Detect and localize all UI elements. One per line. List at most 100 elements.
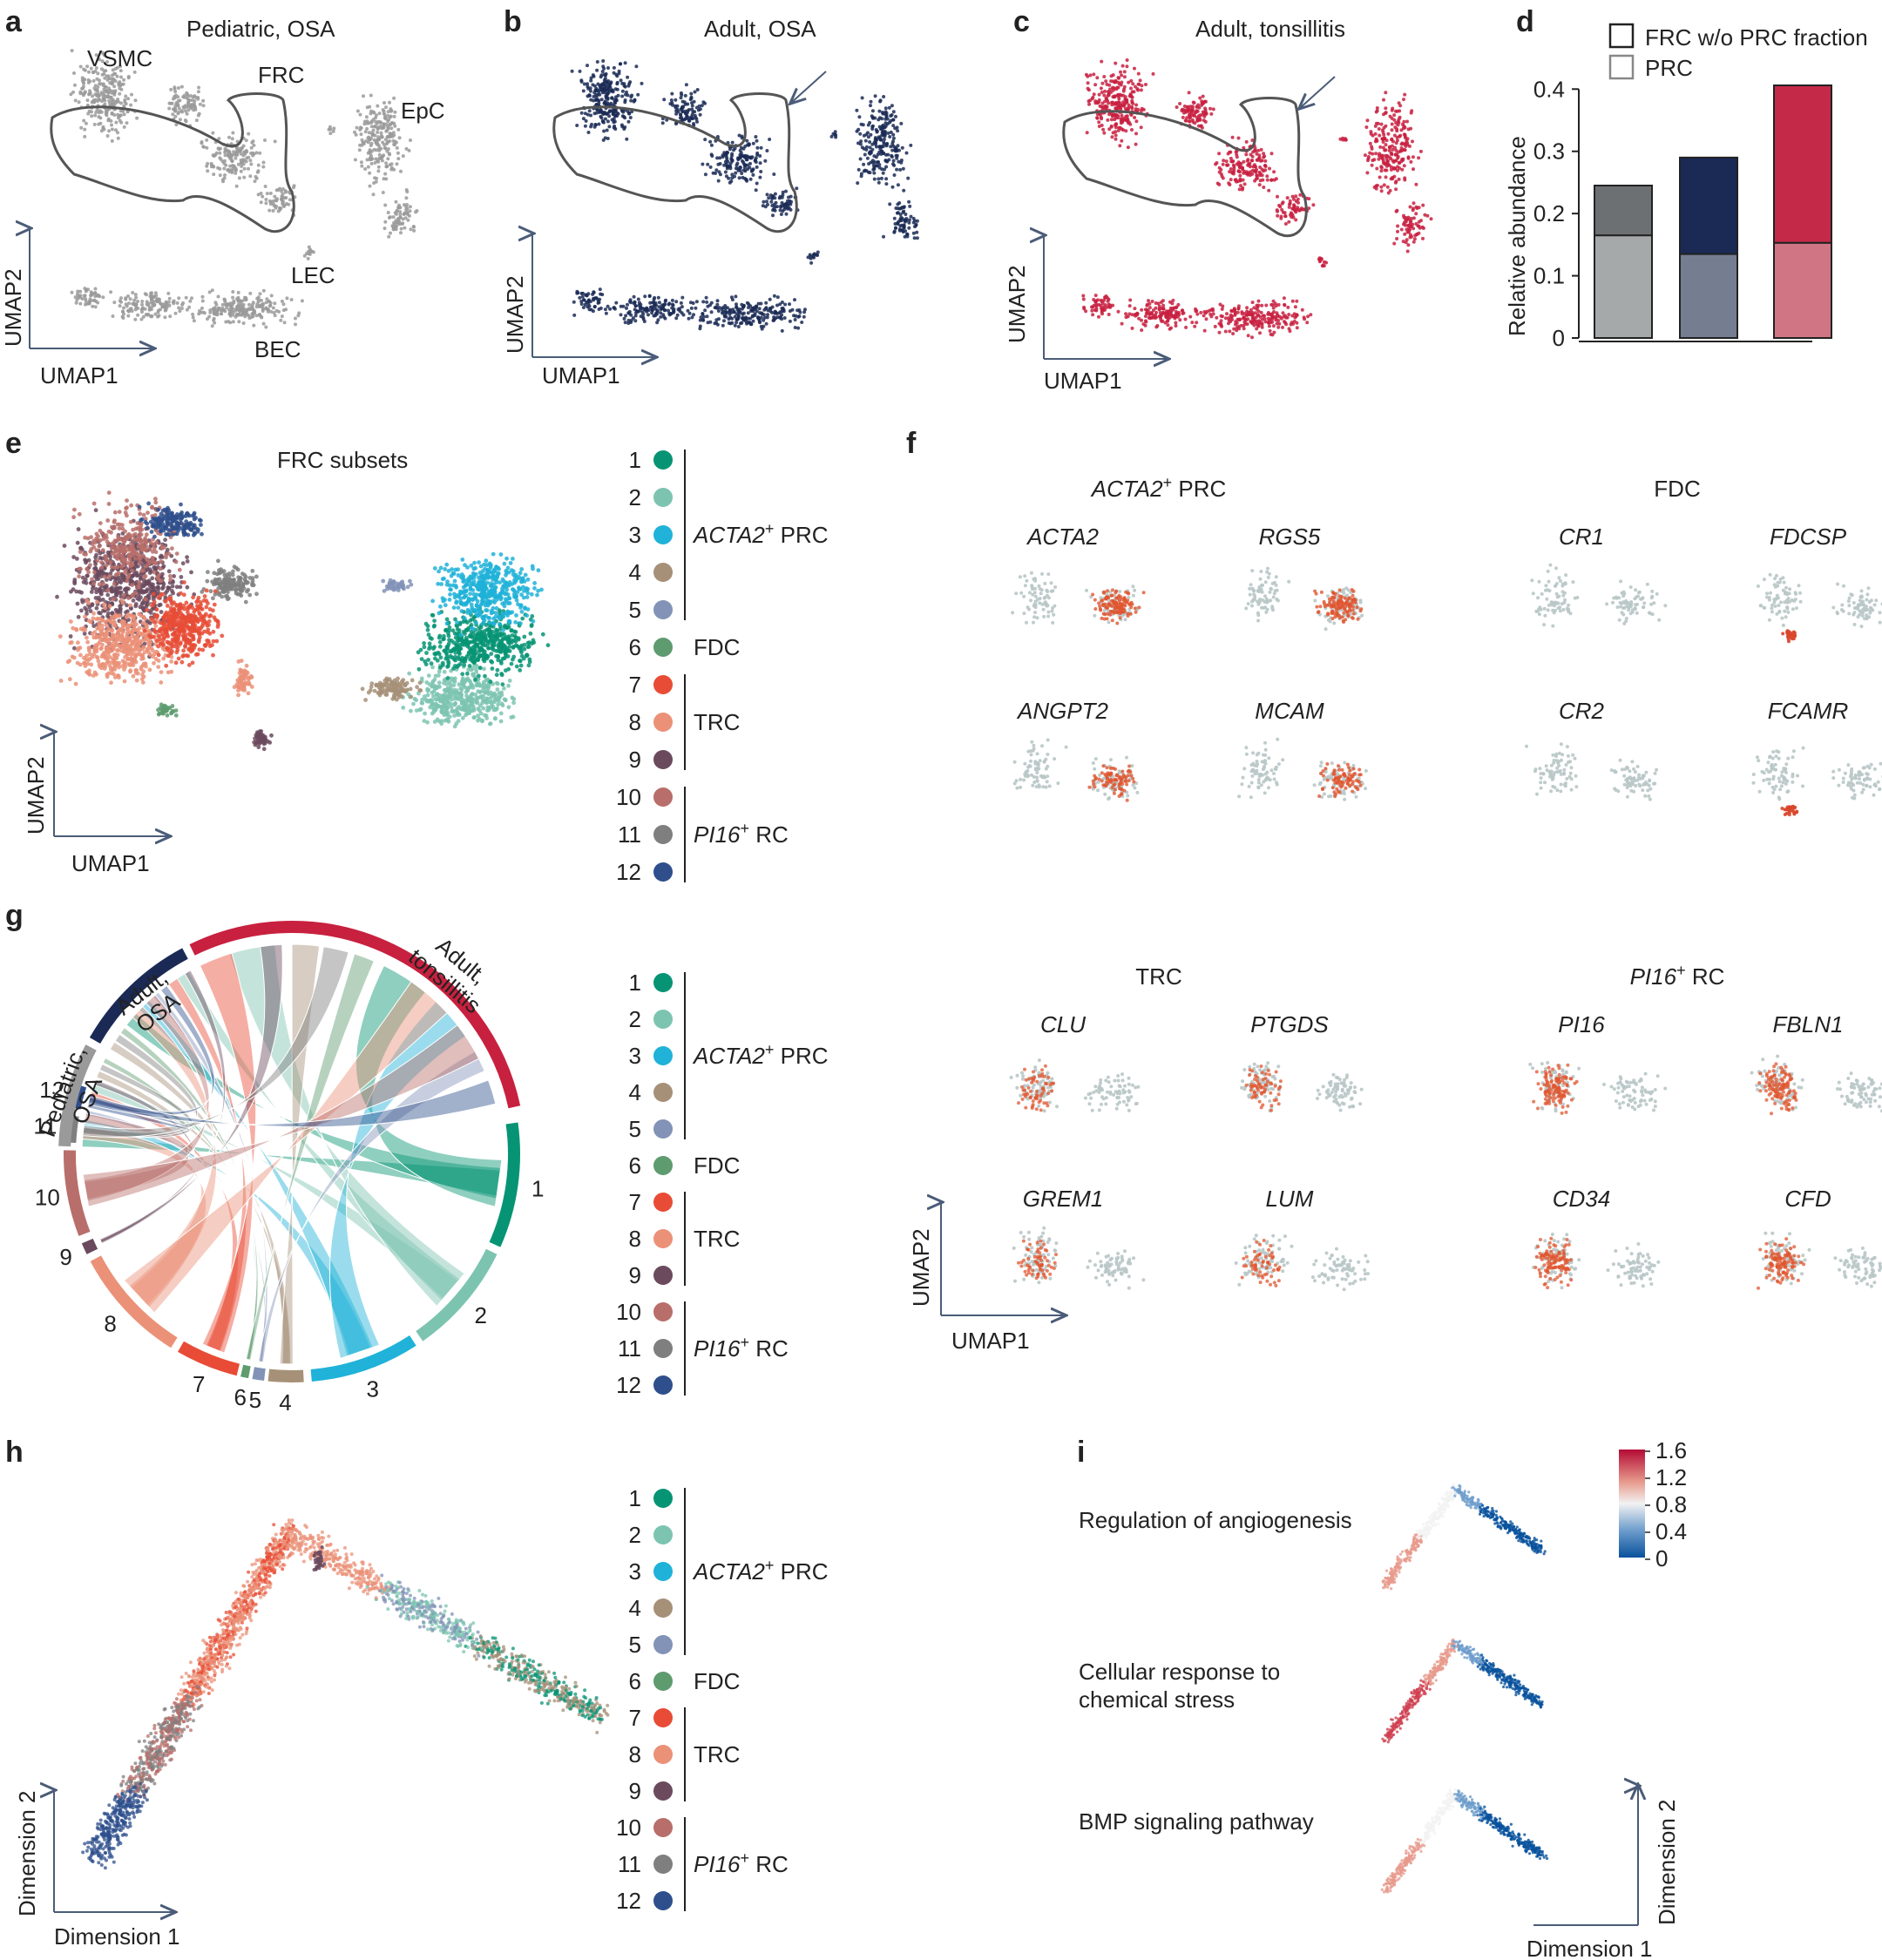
cell-point <box>124 297 128 301</box>
cell-point <box>698 324 702 328</box>
cell-point <box>234 167 238 172</box>
cell-point <box>586 305 590 309</box>
cell-point <box>132 301 136 306</box>
cell-point <box>891 110 896 114</box>
cell-point <box>257 304 261 308</box>
cluster-8-cell <box>135 628 140 632</box>
cluster-9-cell <box>165 547 170 552</box>
cell-point <box>76 292 79 296</box>
cell-point <box>1208 106 1212 111</box>
cluster-9-cell <box>84 580 89 585</box>
cell-point <box>610 89 614 92</box>
cell-point <box>1109 118 1114 122</box>
cell-point <box>384 105 388 110</box>
cell-point <box>153 291 158 295</box>
cell-point <box>249 315 254 320</box>
cell-point <box>1227 321 1230 326</box>
cell-point <box>241 144 246 148</box>
cell-point <box>1111 95 1115 99</box>
cell-point <box>105 60 109 64</box>
cell-point <box>773 196 777 200</box>
cell-point <box>900 145 904 150</box>
cell-point <box>150 291 153 295</box>
cell-point <box>392 167 396 172</box>
cell-point <box>256 295 261 300</box>
cluster-8-cell <box>73 681 78 686</box>
cell-point <box>234 184 239 188</box>
cell-point <box>213 301 218 305</box>
cell-point <box>855 108 859 112</box>
cell-point <box>597 301 601 305</box>
cell-point <box>760 311 764 315</box>
cell-point <box>597 308 601 311</box>
cell-point <box>626 119 631 124</box>
cell-point <box>583 112 587 116</box>
cell-point <box>1276 213 1280 218</box>
cell-point <box>98 82 103 86</box>
cell-point <box>82 67 86 71</box>
cell-point <box>163 315 167 320</box>
label-frc: FRC <box>258 62 304 88</box>
cell-point <box>606 82 611 86</box>
cell-point <box>698 107 702 112</box>
cell-point <box>733 323 737 328</box>
cell-point <box>715 322 720 327</box>
cell-point <box>1202 99 1207 104</box>
cell-point <box>1211 107 1215 112</box>
legend-frc: FRC w/o PRC fraction <box>1645 24 1868 51</box>
cell-point <box>1136 82 1141 86</box>
cell-point <box>869 150 873 154</box>
cluster-9-cell <box>161 585 166 590</box>
cell-point <box>220 159 225 164</box>
cell-point <box>1231 332 1235 335</box>
cluster-8-cell <box>105 656 110 661</box>
cell-point <box>1139 125 1143 130</box>
cell-point <box>1231 163 1235 167</box>
cell-point <box>251 139 255 144</box>
cell-point <box>872 171 877 175</box>
cell-point <box>871 167 876 172</box>
cell-point <box>1238 173 1242 178</box>
cell-point <box>273 139 277 144</box>
bar-prc <box>1773 241 1832 340</box>
cell-point <box>1104 294 1108 298</box>
cell-point <box>388 139 391 143</box>
cell-point <box>231 290 235 294</box>
cell-point <box>107 129 112 133</box>
cell-point <box>1236 136 1241 140</box>
cell-point <box>802 314 806 319</box>
cell-point <box>692 313 695 317</box>
cell-point <box>379 146 383 151</box>
cluster-9-cell <box>89 590 94 594</box>
cell-point <box>1411 208 1415 213</box>
cell-point <box>91 298 96 302</box>
cell-point <box>242 175 247 179</box>
cell-point <box>1092 92 1096 97</box>
cell-point <box>122 306 125 310</box>
cell-point <box>626 109 630 113</box>
cluster-8-cell <box>85 635 89 640</box>
cell-point <box>1300 308 1304 312</box>
cell-point <box>626 93 630 98</box>
cell-point <box>1262 186 1266 189</box>
cell-point <box>725 166 729 171</box>
cell-point <box>857 115 862 119</box>
cell-point <box>275 197 279 201</box>
cell-point <box>604 71 608 76</box>
cell-point <box>1230 170 1235 174</box>
cell-point <box>591 83 595 87</box>
cell-point <box>738 148 742 152</box>
cell-point <box>180 110 185 114</box>
cell-point <box>244 139 248 143</box>
cell-point <box>778 315 782 319</box>
cell-point <box>306 249 310 253</box>
cell-point <box>1107 313 1111 316</box>
cell-point <box>1100 81 1105 85</box>
cell-point <box>1119 70 1122 74</box>
cell-point <box>1174 324 1178 328</box>
cell-point <box>586 64 589 68</box>
cell-point <box>1392 133 1397 138</box>
cell-point <box>97 294 101 298</box>
cell-point <box>592 296 597 301</box>
cell-point <box>1203 119 1208 124</box>
